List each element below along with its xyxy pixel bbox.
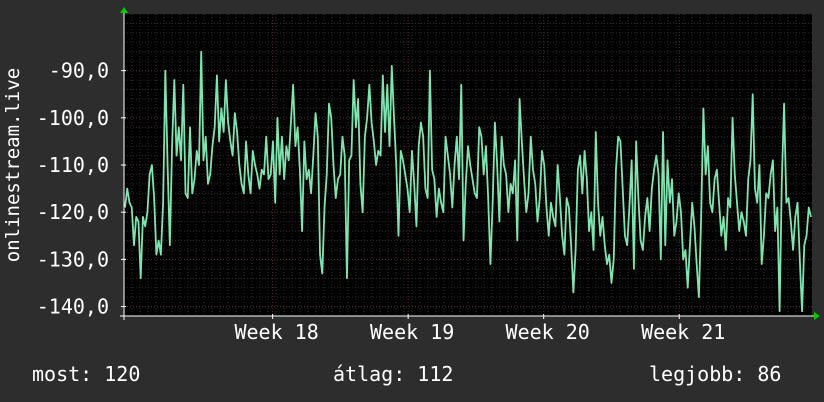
x-tick-label: Week 18: [234, 320, 318, 344]
y-axis-label-wrap: onlinestream.live: [0, 0, 26, 326]
x-tick-label: Week 19: [370, 320, 454, 344]
x-axis-arrow-icon: [814, 312, 820, 320]
y-axis-ticks: -90,0 -100,0 -110,0 -120,0 -130,0 -140,0: [37, 59, 812, 319]
x-tick-label: Week 21: [641, 320, 725, 344]
y-axis-label: onlinestream.live: [2, 67, 24, 263]
y-axis-arrow-icon: [120, 7, 128, 13]
stat-average: átlag: 112: [333, 362, 454, 386]
y-tick-label: -90,0: [49, 59, 109, 83]
x-tick-label: Week 20: [506, 320, 590, 344]
y-tick-label: -100,0: [37, 106, 109, 130]
y-tick-label: -110,0: [37, 153, 109, 177]
y-tick-label: -140,0: [37, 295, 109, 319]
series-line: [124, 50, 812, 313]
x-axis-ticks: Week 18 Week 19 Week 20 Week 21: [234, 14, 725, 344]
stat-current: most: 120: [32, 362, 141, 386]
stats-bar: most: 120 átlag: 112 legjobb: 86: [0, 362, 824, 388]
y-tick-label: -120,0: [37, 200, 109, 224]
stat-best: legjobb: 86: [649, 362, 782, 386]
y-tick-label: -130,0: [37, 247, 109, 271]
